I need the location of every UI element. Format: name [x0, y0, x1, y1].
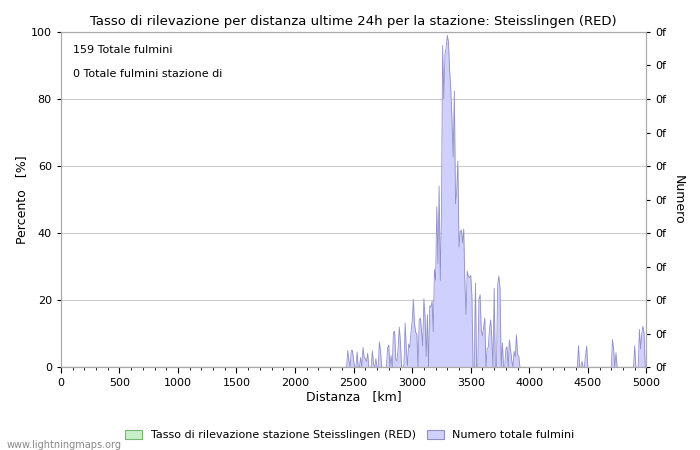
- Text: www.lightningmaps.org: www.lightningmaps.org: [7, 440, 122, 450]
- X-axis label: Distanza   [km]: Distanza [km]: [306, 391, 401, 404]
- Text: 159 Totale fulmini: 159 Totale fulmini: [73, 45, 172, 55]
- Y-axis label: Numero: Numero: [672, 175, 685, 225]
- Legend: Tasso di rilevazione stazione Steisslingen (RED), Numero totale fulmini: Tasso di rilevazione stazione Steissling…: [121, 425, 579, 445]
- Y-axis label: Percento   [%]: Percento [%]: [15, 155, 28, 244]
- Text: 0 Totale fulmini stazione di: 0 Totale fulmini stazione di: [73, 69, 222, 79]
- Title: Tasso di rilevazione per distanza ultime 24h per la stazione: Steisslingen (RED): Tasso di rilevazione per distanza ultime…: [90, 15, 617, 28]
